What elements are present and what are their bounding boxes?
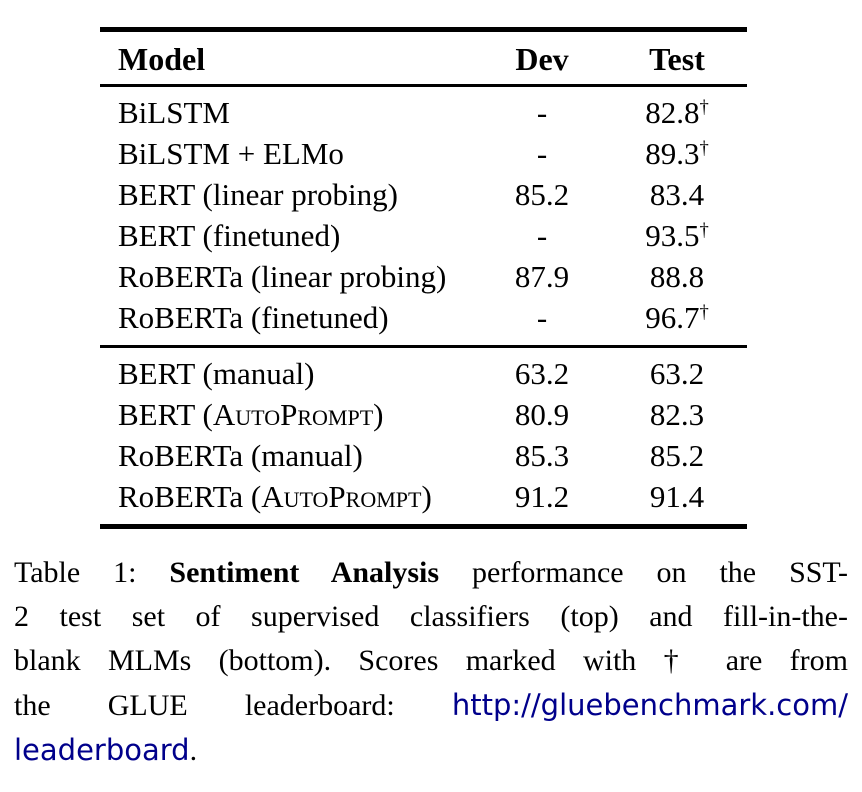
top-rule	[100, 27, 747, 32]
results-table: Model Dev Test BiLSTM - 82.8† BiLSTM + E…	[100, 27, 747, 529]
test-score: 93.5	[645, 218, 700, 253]
test-score-cell: 96.7†	[607, 297, 747, 338]
table-caption: Table 1: Sentiment Analysis performance …	[14, 551, 848, 773]
column-header-test: Test	[649, 41, 705, 77]
table-header-row: Model Dev Test	[100, 32, 747, 84]
test-score-cell: 91.4	[607, 476, 747, 517]
model-name-suffix: )	[421, 479, 432, 514]
dev-score-cell: 63.2	[514, 356, 570, 391]
model-cell: BiLSTM	[100, 92, 477, 133]
test-score-cell: 63.2	[607, 353, 747, 394]
test-score: 89.3	[645, 136, 700, 171]
test-score-cell: 89.3†	[607, 133, 747, 174]
model-name-suffix: )	[373, 397, 384, 432]
caption-line: the GLUE leaderboard: http://gluebenchma…	[14, 683, 848, 728]
model-name: BERT (finetuned)	[118, 218, 341, 253]
dev-score-cell: 80.9	[514, 397, 570, 432]
caption-label: Table 1:	[14, 556, 170, 589]
model-name: BiLSTM + ELMo	[118, 136, 344, 171]
model-name-smallcaps: AutoPrompt	[261, 479, 422, 514]
caption-line: leaderboard.	[14, 728, 848, 773]
test-score: 82.8	[645, 95, 700, 130]
model-cell: RoBERTa (manual)	[100, 435, 477, 476]
table-row: BERT (linear probing) 85.2 83.4	[100, 174, 747, 215]
table-row: BiLSTM - 82.8†	[100, 92, 747, 133]
model-name: RoBERTa (linear probing)	[118, 259, 447, 294]
caption-line: 2 test set of supervised classifiers (to…	[14, 600, 848, 633]
test-score-cell: 82.3	[607, 394, 747, 435]
dev-score-cell: 91.2	[514, 479, 570, 514]
test-score-cell: 88.8	[607, 256, 747, 297]
gluebenchmark-link-continued[interactable]: leaderboard	[14, 733, 190, 767]
test-score-cell: 93.5†	[607, 215, 747, 256]
model-name: RoBERTa (	[118, 479, 262, 514]
section-divider-rule	[100, 345, 747, 348]
model-cell: BiLSTM + ELMo	[100, 133, 477, 174]
table-row: BERT (manual) 63.2 63.2	[100, 353, 747, 394]
dagger-mark: †	[699, 96, 709, 118]
caption-period: .	[189, 734, 198, 767]
test-score: 83.4	[649, 177, 705, 212]
model-cell: RoBERTa (finetuned)	[100, 297, 477, 338]
table-row: BiLSTM + ELMo - 89.3†	[100, 133, 747, 174]
table-row: RoBERTa (linear probing) 87.9 88.8	[100, 256, 747, 297]
table-row: RoBERTa (finetuned) - 96.7†	[100, 297, 747, 338]
dev-score-cell: -	[536, 136, 548, 171]
model-name: BiLSTM	[118, 95, 230, 130]
dev-score-cell: -	[536, 95, 548, 130]
model-cell: BERT (finetuned)	[100, 215, 477, 256]
model-cell: BERT (linear probing)	[100, 174, 477, 215]
column-header-dev: Dev	[515, 41, 569, 77]
test-score: 82.3	[649, 397, 705, 432]
caption-line: Table 1: Sentiment Analysis performance …	[14, 551, 848, 595]
test-score: 96.7	[645, 300, 700, 335]
caption-text: the GLUE leaderboard:	[14, 689, 452, 722]
caption-task-name: Sentiment Analysis	[169, 556, 440, 589]
dev-score-cell: -	[536, 218, 548, 253]
dev-score-cell: 85.3	[514, 438, 570, 473]
test-score: 88.8	[649, 259, 705, 294]
test-score-cell: 83.4	[607, 174, 747, 215]
dagger-mark: †	[699, 137, 709, 159]
mlm-section: BERT (manual) 63.2 63.2 BERT (AutoPrompt…	[100, 348, 747, 524]
dagger-mark: †	[699, 301, 709, 323]
column-header-model: Model	[118, 41, 206, 77]
header-rule	[100, 84, 747, 87]
model-cell: BERT (AutoPrompt)	[100, 394, 477, 435]
dagger-mark: †	[699, 219, 709, 241]
caption-text: performance on the SST-	[439, 556, 848, 589]
test-score: 85.2	[649, 438, 705, 473]
gluebenchmark-link[interactable]: http://gluebenchmark.com/	[451, 688, 848, 722]
model-cell: RoBERTa (AutoPrompt)	[100, 476, 477, 517]
model-name: RoBERTa (finetuned)	[118, 300, 389, 335]
model-name: RoBERTa (manual)	[118, 438, 363, 473]
model-cell: BERT (manual)	[100, 353, 477, 394]
caption-line: blank MLMs (bottom). Scores marked with …	[14, 644, 848, 677]
bottom-rule	[100, 524, 747, 529]
test-score: 63.2	[649, 356, 705, 391]
table-row: RoBERTa (AutoPrompt) 91.2 91.4	[100, 476, 747, 517]
supervised-classifiers-section: BiLSTM - 82.8† BiLSTM + ELMo - 89.3† BER…	[100, 87, 747, 345]
dev-score-cell: -	[536, 300, 548, 335]
model-name: BERT (	[118, 397, 213, 432]
model-name: BERT (manual)	[118, 356, 315, 391]
test-score: 91.4	[649, 479, 705, 514]
model-name-smallcaps: AutoPrompt	[212, 397, 374, 432]
test-score-cell: 82.8†	[607, 92, 747, 133]
table-row: BERT (finetuned) - 93.5†	[100, 215, 747, 256]
test-score-cell: 85.2	[607, 435, 747, 476]
model-cell: RoBERTa (linear probing)	[100, 256, 477, 297]
dev-score-cell: 87.9	[514, 259, 570, 294]
table-row: RoBERTa (manual) 85.3 85.2	[100, 435, 747, 476]
dev-score-cell: 85.2	[514, 177, 570, 212]
model-name: BERT (linear probing)	[118, 177, 398, 212]
table-row: BERT (AutoPrompt) 80.9 82.3	[100, 394, 747, 435]
